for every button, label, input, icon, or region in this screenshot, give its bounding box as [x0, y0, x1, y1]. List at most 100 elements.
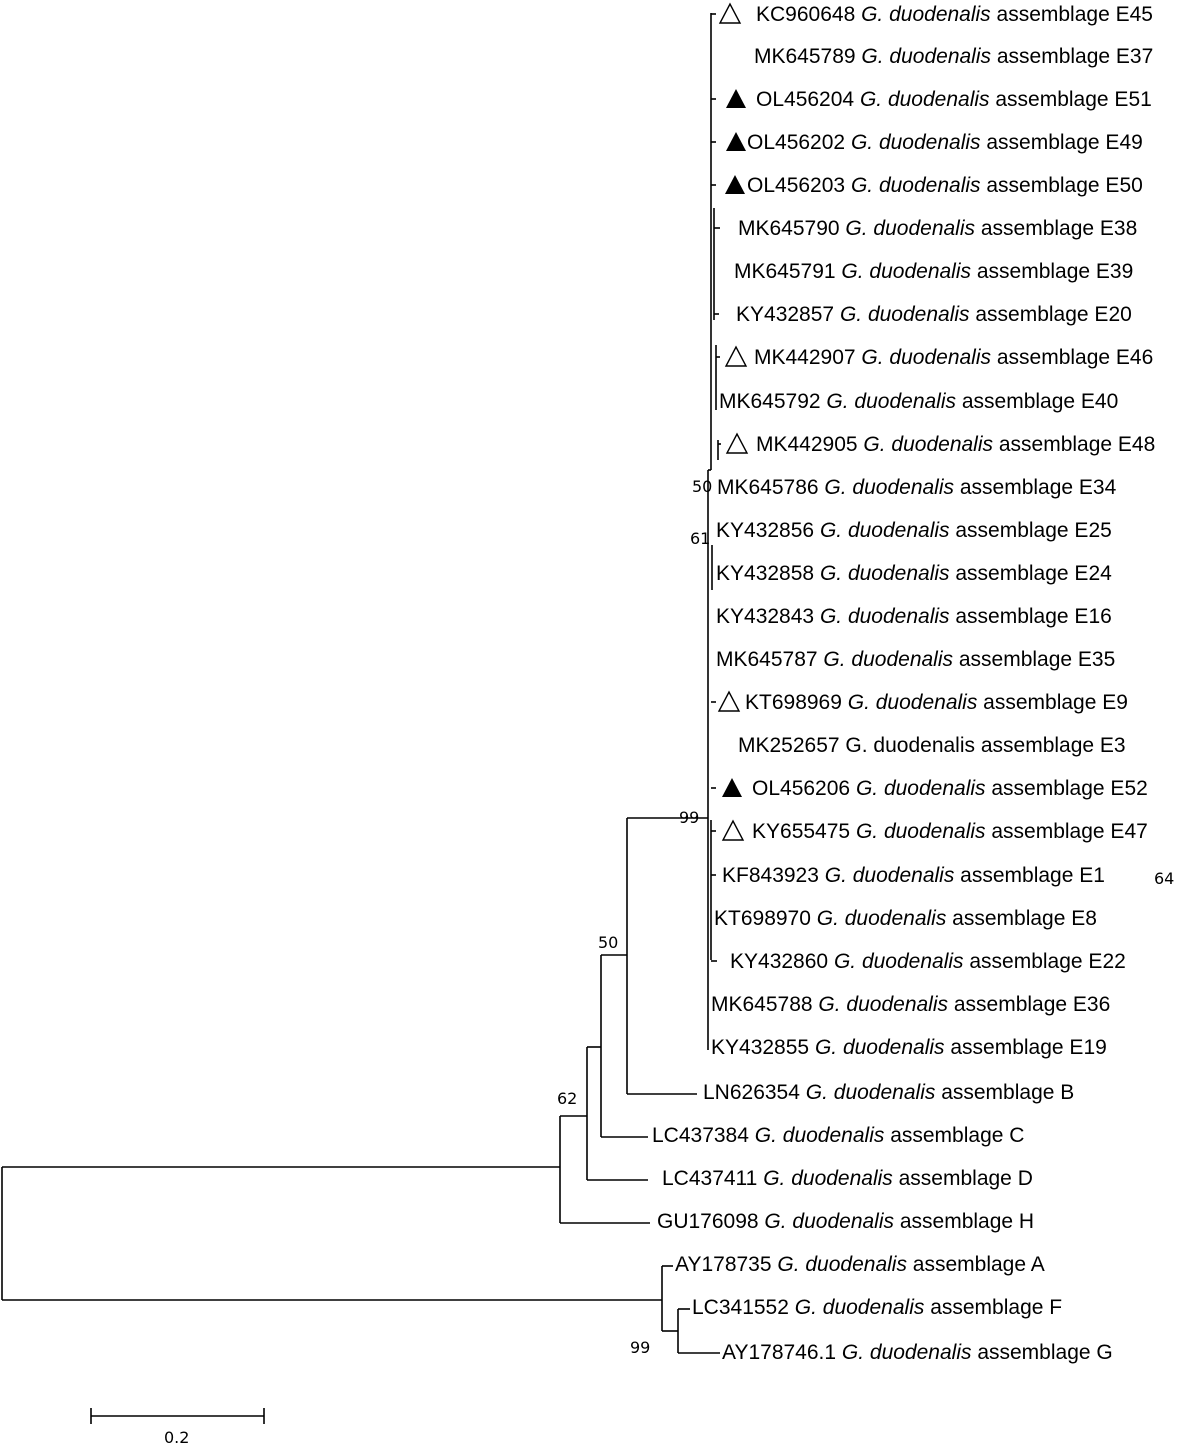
leaf-assemblage: assemblage E40: [956, 390, 1118, 413]
leaf-assemblage: assemblage A: [907, 1253, 1045, 1276]
leaf-label: KT698969 G. duodenalis assemblage E9: [745, 691, 1128, 714]
leaf-assemblage: assemblage E47: [986, 820, 1148, 843]
leaf-label: OL456203 G. duodenalis assemblage E50: [747, 174, 1143, 197]
leaf-species: G. duodenalis: [861, 45, 991, 68]
leaf-label: MK645792 G. duodenalis assemblage E40: [719, 390, 1118, 413]
leaf-species: G. duodenalis: [818, 993, 948, 1016]
leaf-accession: LC341552: [692, 1296, 795, 1319]
leaf-accession: AY178735: [675, 1253, 777, 1276]
filled-triangle-icon: [726, 132, 746, 151]
leaf-accession: MK645786: [717, 476, 824, 499]
leaf-accession: MK645792: [719, 390, 826, 413]
leaf-assemblage: assemblage E3: [975, 734, 1126, 757]
leaf-assemblage: assemblage E51: [990, 88, 1152, 111]
leaf-accession: LC437411: [662, 1167, 763, 1190]
leaf-accession: AY178746.1: [722, 1341, 842, 1364]
support-value: 50: [692, 477, 712, 496]
filled-triangle-icon: [726, 89, 746, 108]
leaf-species: G. duodenalis: [845, 734, 975, 757]
leaf-assemblage: assemblage E22: [964, 950, 1126, 973]
leaf-label: LC437411 G. duodenalis assemblage D: [662, 1167, 1033, 1190]
leaf-assemblage: assemblage E24: [950, 562, 1113, 585]
leaf-species: G. duodenalis: [777, 1253, 907, 1276]
leaf-assemblage: assemblage E36: [948, 993, 1110, 1016]
leaf-label: OL456202 G. duodenalis assemblage E49: [747, 131, 1143, 154]
leaf-label: KY432858 G. duodenalis assemblage E24: [716, 562, 1112, 585]
leaf-accession: KF843923: [722, 864, 825, 887]
leaf-species: G. duodenalis: [826, 390, 956, 413]
leaf-assemblage: assemblage E49: [981, 131, 1143, 154]
leaf-accession: KC960648: [756, 3, 861, 26]
leaf-species: G. duodenalis: [823, 648, 953, 671]
leaf-accession: MK645791: [734, 260, 841, 283]
leaf-label: MK645787 G. duodenalis assemblage E35: [716, 648, 1115, 671]
leaf-species: G. duodenalis: [851, 131, 981, 154]
support-value: 99: [679, 808, 699, 827]
scale-bar: 0.2: [90, 1408, 265, 1444]
leaf-accession: OL456204: [756, 88, 860, 111]
leaf-accession: GU176098: [657, 1210, 764, 1233]
leaf-accession: MK442907: [754, 346, 861, 369]
leaf-label: MK252657 G. duodenalis assemblage E3: [738, 734, 1126, 757]
leaf-accession: MK645787: [716, 648, 823, 671]
leaf-species: G. duodenalis: [840, 303, 970, 326]
leaf-assemblage: assemblage B: [935, 1081, 1074, 1104]
leaf-label: KY655475 G. duodenalis assemblage E47: [752, 820, 1148, 843]
leaf-species: G. duodenalis: [861, 346, 991, 369]
leaf-species: G. duodenalis: [856, 820, 986, 843]
leaf-assemblage: assemblage C: [884, 1124, 1024, 1147]
leaf-species: G. duodenalis: [834, 950, 964, 973]
leaf-assemblage: assemblage F: [924, 1296, 1062, 1319]
leaf-label: MK442907 G. duodenalis assemblage E46: [754, 346, 1153, 369]
leaf-markers: [717, 2, 749, 841]
leaf-species: G. duodenalis: [848, 691, 978, 714]
leaf-accession: KY432855: [711, 1036, 815, 1059]
open-triangle-icon: [717, 690, 741, 712]
leaf-accession: MK252657: [738, 734, 845, 757]
leaf-label: GU176098 G. duodenalis assemblage H: [657, 1210, 1034, 1233]
support-value: 50: [598, 933, 618, 952]
leaf-species: G. duodenalis: [856, 777, 986, 800]
support-value: 99: [630, 1338, 650, 1357]
leaf-accession: OL456206: [752, 777, 856, 800]
leaf-assemblage: assemblage E52: [986, 777, 1148, 800]
leaf-accession: KY432858: [716, 562, 820, 585]
leaf-label: LC437384 G. duodenalis assemblage C: [652, 1124, 1024, 1147]
leaf-species: G. duodenalis: [842, 1341, 972, 1364]
leaf-accession: KT698969: [745, 691, 848, 714]
leaf-species: G. duodenalis: [763, 1167, 893, 1190]
leaf-species: G. duodenalis: [820, 562, 950, 585]
leaf-species: G. duodenalis: [861, 3, 991, 26]
leaf-assemblage: assemblage E48: [993, 433, 1155, 456]
filled-triangle-icon: [725, 175, 745, 194]
leaf-assemblage: assemblage G: [971, 1341, 1112, 1364]
leaf-label: KY432856 G. duodenalis assemblage E25: [716, 519, 1112, 542]
leaf-label: KY432843 G. duodenalis assemblage E16: [716, 605, 1112, 628]
leaf-species: G. duodenalis: [863, 433, 993, 456]
leaf-assemblage: assemblage D: [893, 1167, 1033, 1190]
leaf-label: KC960648 G. duodenalis assemblage E45: [756, 3, 1153, 26]
leaf-assemblage: assemblage E50: [981, 174, 1143, 197]
support-value: 61: [690, 529, 710, 548]
leaf-assemblage: assemblage E34: [954, 476, 1117, 499]
leaf-assemblage: assemblage E19: [945, 1036, 1107, 1059]
leaf-species: G. duodenalis: [824, 476, 954, 499]
leaf-label: MK645789 G. duodenalis assemblage E37: [754, 45, 1153, 68]
leaf-label: MK645790 G. duodenalis assemblage E38: [738, 217, 1137, 240]
leaf-label: KY432857 G. duodenalis assemblage E20: [736, 303, 1132, 326]
leaf-assemblage: assemblage E20: [970, 303, 1132, 326]
leaf-accession: MK645790: [738, 217, 845, 240]
leaf-assemblage: assemblage E46: [991, 346, 1153, 369]
scale-bar-label: 0.2: [164, 1428, 189, 1444]
support-value: 64: [1154, 869, 1174, 888]
leaf-label: MK645786 G. duodenalis assemblage E34: [717, 476, 1117, 499]
tree-branches: [1, 13, 721, 1354]
leaf-accession: MK645788: [711, 993, 818, 1016]
leaf-species: G. duodenalis: [820, 519, 950, 542]
leaf-accession: MK645789: [754, 45, 861, 68]
leaf-species: G. duodenalis: [806, 1081, 936, 1104]
leaf-label: KF843923 G. duodenalis assemblage E1: [722, 864, 1105, 887]
leaf-assemblage: assemblage E9: [977, 691, 1128, 714]
open-triangle-icon: [718, 2, 742, 24]
